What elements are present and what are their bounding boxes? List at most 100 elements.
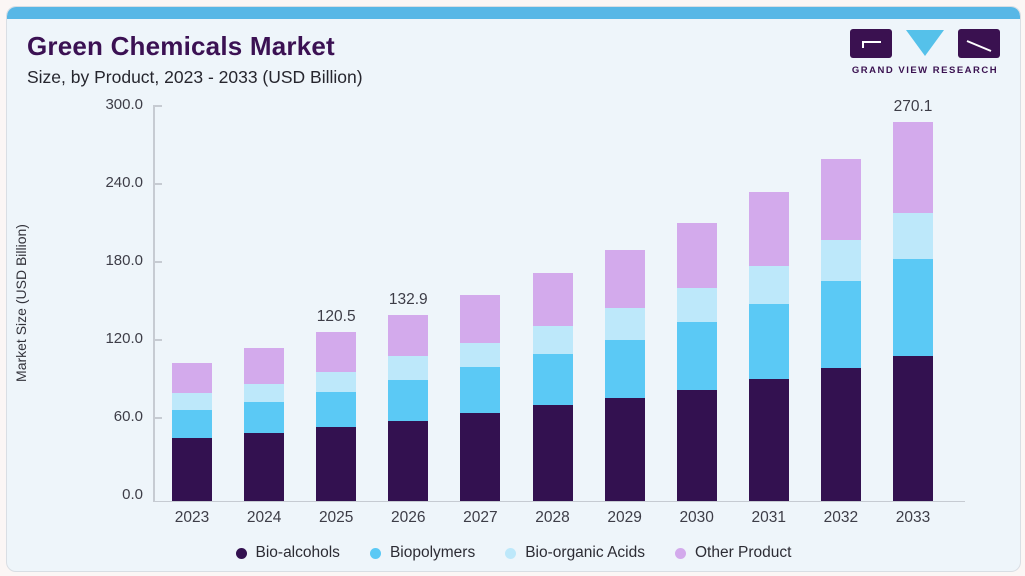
x-tick-label-2024: 2024	[246, 509, 282, 526]
legend-label: Bio-alcohols	[255, 544, 340, 561]
y-tick-label-300.0: 300.0	[105, 96, 143, 113]
y-axis-title: Market Size (USD Billion)	[13, 224, 29, 382]
bar-segment-2024-bio-alcohols	[244, 432, 285, 501]
x-tick-label-2023: 2023	[174, 509, 210, 526]
bar-segment-2023-bio-alcohols	[172, 438, 212, 501]
x-tick-label-2029: 2029	[607, 509, 642, 526]
y-tick-label-60.0: 60.0	[113, 408, 143, 425]
top-accent-bar	[7, 7, 1020, 19]
y-tick-label-0.0: 0.0	[122, 486, 143, 503]
bar-2028	[532, 272, 573, 501]
gvr-logo-icon	[850, 29, 1000, 61]
bar-value-label-2026: 132.9	[388, 290, 428, 308]
legend-label: Biopolymers	[389, 544, 476, 561]
bar-2031	[748, 192, 789, 501]
bar-2023	[172, 362, 212, 501]
chart-header: Green Chemicals Market Size, by Product,…	[27, 31, 363, 88]
bar-value-label-2033: 270.1	[893, 98, 933, 116]
bar-2032	[820, 158, 861, 501]
bar-segment-2026-bio-alcohols	[388, 420, 429, 501]
y-tick-label-240.0: 240.0	[105, 174, 143, 191]
bar-segment-2023-other-product	[172, 362, 212, 393]
gvr-logo-r-block	[958, 29, 1000, 58]
bar-segment-2025-other-product	[316, 331, 357, 372]
page-title: Green Chemicals Market	[27, 31, 335, 61]
bar-segment-2031-bio-alcohols	[748, 378, 789, 501]
bar-value-label-2025: 120.5	[316, 307, 356, 325]
bar-2033	[893, 122, 933, 501]
y-tick-mark-180.0	[153, 261, 162, 263]
bar-segment-2031-biopolymers	[748, 303, 789, 379]
bar-segment-2027-bio-organic-acids	[460, 342, 501, 368]
bar-segment-2032-bio-organic-acids	[820, 239, 861, 282]
bar-2026	[388, 314, 429, 501]
bar-segment-2031-other-product	[748, 192, 789, 266]
bar-segment-2027-bio-alcohols	[460, 412, 501, 501]
bar-segment-2024-other-product	[244, 347, 285, 384]
legend-item-bio-alcohols: Bio-alcohols	[235, 544, 340, 562]
grand-view-research-logo: GRAND VIEW RESEARCH	[850, 29, 1000, 76]
gvr-logo-text: GRAND VIEW RESEARCH	[851, 65, 999, 76]
bar-segment-2033-bio-alcohols	[893, 356, 933, 501]
bar-segment-2024-bio-organic-acids	[244, 383, 285, 402]
y-tick-mark-60.0	[153, 417, 162, 419]
x-tick-label-2025: 2025	[318, 509, 354, 526]
legend-item-biopolymers: Biopolymers	[369, 544, 476, 562]
bar-segment-2031-bio-organic-acids	[748, 265, 789, 304]
bar-segment-2028-bio-alcohols	[532, 405, 573, 501]
x-tick-label-2033: 2033	[895, 509, 931, 526]
y-tick-label-180.0: 180.0	[105, 252, 143, 269]
y-tick-label-120.0: 120.0	[105, 330, 143, 347]
bar-segment-2025-biopolymers	[316, 391, 357, 428]
x-tick-label-2031: 2031	[751, 509, 787, 526]
bar-segment-2029-biopolymers	[604, 339, 645, 398]
bar-segment-2025-bio-alcohols	[316, 427, 357, 501]
legend-dot-icon	[369, 547, 381, 559]
bar-segment-2023-bio-organic-acids	[172, 392, 212, 411]
bar-segment-2030-biopolymers	[676, 322, 717, 390]
legend-item-other-product: Other Product	[674, 544, 792, 562]
bar-segment-2032-other-product	[820, 158, 861, 240]
bar-segment-2030-other-product	[676, 222, 717, 288]
bar-segment-2032-bio-alcohols	[820, 367, 861, 501]
x-tick-label-2032: 2032	[823, 509, 859, 526]
bar-segment-2029-bio-alcohols	[604, 397, 645, 501]
bar-segment-2033-bio-organic-acids	[893, 212, 933, 259]
bar-segment-2025-bio-organic-acids	[316, 371, 357, 392]
x-tick-label-2026: 2026	[391, 509, 426, 526]
bar-segment-2027-other-product	[460, 294, 501, 343]
x-axis-line	[153, 500, 965, 502]
bar-2025	[316, 331, 357, 501]
bar-segment-2027-biopolymers	[460, 367, 501, 413]
plot-area: 0.0 60.0 120.0 180.0 240.0 300.0 2023 2024 120.5…	[105, 96, 965, 526]
bar-segment-2029-bio-organic-acids	[604, 307, 645, 340]
y-tick-mark-240.0	[153, 183, 162, 185]
bar-2027	[460, 294, 501, 501]
bar-segment-2030-bio-organic-acids	[676, 287, 717, 323]
bar-segment-2026-other-product	[388, 314, 429, 356]
gvr-logo-g-block	[850, 29, 892, 58]
legend-dot-icon	[505, 547, 517, 559]
bar-segment-2032-biopolymers	[820, 281, 861, 368]
report-card: Green Chemicals Market Size, by Product,…	[6, 6, 1021, 572]
y-axis-line	[153, 105, 155, 502]
legend-dot-icon	[235, 547, 247, 559]
y-tick-mark-120.0	[153, 339, 162, 341]
bar-segment-2024-biopolymers	[244, 401, 285, 433]
bar-segment-2028-biopolymers	[532, 353, 573, 406]
x-tick-label-2027: 2027	[463, 509, 498, 526]
gvr-logo-v-triangle	[906, 30, 944, 56]
bar-segment-2028-other-product	[532, 272, 573, 327]
bar-segment-2026-biopolymers	[388, 379, 429, 421]
legend-label: Other Product	[694, 544, 792, 561]
bar-segment-2033-other-product	[893, 122, 933, 213]
bar-segment-2023-biopolymers	[172, 410, 212, 439]
legend: Bio-alcohols Biopolymers Bio-organic Acids…	[7, 544, 1020, 562]
legend-dot-icon	[674, 547, 686, 559]
bar-segment-2029-other-product	[604, 249, 645, 308]
x-tick-label-2028: 2028	[535, 509, 570, 526]
x-tick-label-2030: 2030	[679, 509, 714, 526]
bar-2024	[244, 347, 285, 501]
y-tick-mark-300.0	[153, 105, 162, 107]
bar-segment-2028-bio-organic-acids	[532, 326, 573, 354]
